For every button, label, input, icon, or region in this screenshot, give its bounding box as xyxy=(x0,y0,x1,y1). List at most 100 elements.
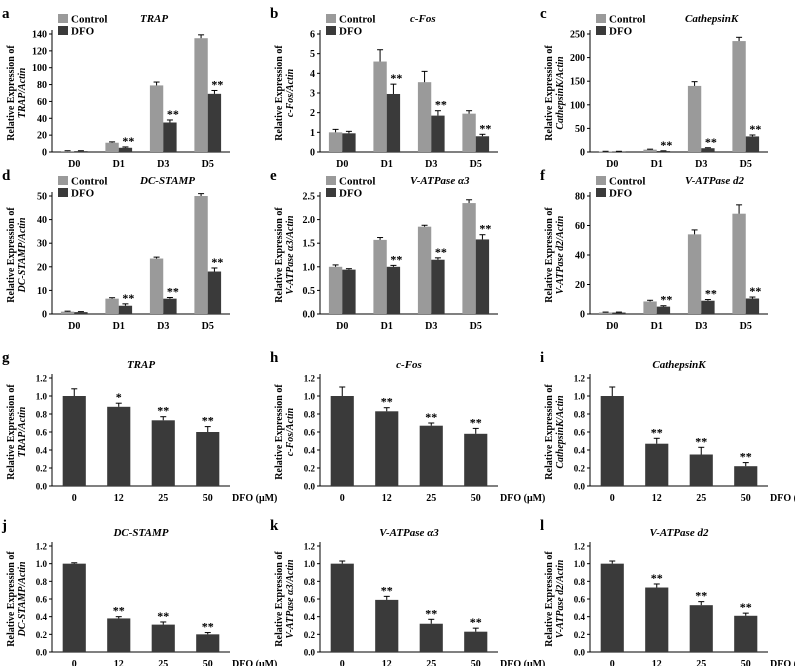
x-tick-label-d1: D1 xyxy=(381,321,393,332)
x-tick-label-d3: D3 xyxy=(157,321,169,332)
y-axis-label-line-2: DC-STAMP/Actin xyxy=(17,217,28,293)
x-tick-label-d1: D1 xyxy=(113,159,125,170)
bar-dfo-d1 xyxy=(656,151,671,152)
y-axis-label-line-1: Relative Expression of xyxy=(274,551,285,647)
legend-swatch-dfo xyxy=(326,188,336,197)
significance-marker: * xyxy=(116,390,122,404)
bar-dfo-0 xyxy=(600,396,624,486)
y-tick-label: 0.8 xyxy=(36,410,48,420)
bar-dfo-0 xyxy=(330,396,354,486)
x-tick-label-d5: D5 xyxy=(740,321,752,332)
bar-dfo-d5 xyxy=(475,239,490,314)
bar-dfo-25 xyxy=(151,624,175,652)
bar-dfo-d1 xyxy=(386,93,401,152)
panel-letter-j: j xyxy=(1,518,7,534)
significance-marker: ** xyxy=(749,122,761,136)
x-tick-label-d3: D3 xyxy=(695,159,707,170)
bar-dfo-d0 xyxy=(612,312,626,314)
bar-dfo-d5 xyxy=(207,271,222,314)
bar-dfo-d3 xyxy=(431,259,445,314)
bar-control-d3 xyxy=(417,226,432,314)
panel-letter-g: g xyxy=(2,350,10,366)
significance-marker: ** xyxy=(740,600,752,614)
x-tick-label-0: 0 xyxy=(610,659,615,666)
y-axis-label-line-1: Relative Expression of xyxy=(274,207,285,303)
y-tick-label: 0.6 xyxy=(304,428,316,438)
x-tick-label-0: 0 xyxy=(72,493,77,504)
bar-dfo-d3 xyxy=(163,122,177,152)
x-tick-label-d5: D5 xyxy=(202,159,214,170)
legend-label-control: Control xyxy=(339,176,375,188)
significance-marker: ** xyxy=(705,287,717,301)
y-tick-label: 10 xyxy=(37,286,47,297)
x-axis-label: DFO (μM) xyxy=(770,659,795,666)
bar-control-d5 xyxy=(732,213,746,314)
bar-dfo-d0 xyxy=(342,133,356,152)
y-axis-label-line-2: V-ATPase d2/Actin xyxy=(555,215,566,294)
legend-label-dfo: DFO xyxy=(339,188,363,200)
x-tick-label-25: 25 xyxy=(696,493,706,504)
bar-dfo-50 xyxy=(734,466,758,486)
bar-control-d3 xyxy=(417,82,432,152)
legend-label-control: Control xyxy=(339,14,375,26)
significance-marker: ** xyxy=(202,414,214,428)
y-tick-label: 0 xyxy=(580,310,585,321)
y-axis-label-line-2: V-ATPase α3/Actin xyxy=(285,215,296,295)
y-axis-label: Relative Expression ofTRAP/Actin xyxy=(6,45,28,141)
y-tick-label: 0.6 xyxy=(36,595,48,605)
y-tick-label: 20 xyxy=(37,131,47,142)
bar-control-d0 xyxy=(328,132,343,152)
y-tick-label: 0.8 xyxy=(36,577,48,587)
bar-dfo-d5 xyxy=(207,93,222,152)
significance-marker: ** xyxy=(695,434,707,448)
x-tick-label-0: 0 xyxy=(340,493,345,504)
y-axis-label-line-1: Relative Expression of xyxy=(6,45,17,141)
bar-dfo-0 xyxy=(600,563,624,652)
chart-title: CathepsinK xyxy=(652,359,706,371)
y-axis-label-line-1: Relative Expression of xyxy=(274,45,285,141)
legend-swatch-control xyxy=(58,14,68,23)
panel-letter-h: h xyxy=(270,350,279,366)
panel-letter-c: c xyxy=(540,6,547,22)
y-tick-label: 0.2 xyxy=(574,630,586,640)
y-tick-label: 1.2 xyxy=(574,542,586,552)
y-tick-label: 80 xyxy=(575,192,585,203)
y-tick-label: 200 xyxy=(570,53,585,64)
x-tick-label-d0: D0 xyxy=(336,321,348,332)
significance-marker: ** xyxy=(651,425,663,439)
bar-dfo-12 xyxy=(107,406,131,486)
bar-control-d1 xyxy=(105,142,119,152)
significance-marker: ** xyxy=(740,450,752,464)
legend-label-control: Control xyxy=(71,176,107,188)
significance-marker: ** xyxy=(660,293,672,307)
y-tick-label: 0 xyxy=(580,148,585,159)
significance-marker: ** xyxy=(470,415,482,429)
legend-swatch-control xyxy=(326,14,336,23)
y-tick-label: 6 xyxy=(310,30,315,41)
x-tick-label-25: 25 xyxy=(158,493,168,504)
significance-marker: ** xyxy=(660,138,672,152)
chart-title: V-ATPase α3 xyxy=(410,175,470,187)
bar-dfo-50 xyxy=(464,631,488,652)
x-tick-label-d3: D3 xyxy=(157,159,169,170)
legend-swatch-dfo xyxy=(58,188,68,197)
y-axis-label: Relative Expression ofCathepsinK/Actin xyxy=(544,45,566,141)
y-tick-label: 2.5 xyxy=(303,192,316,203)
y-axis-label: Relative Expression ofc-Fos/Actin xyxy=(274,384,296,480)
bar-control-d5 xyxy=(462,203,476,314)
bar-dfo-d1 xyxy=(386,266,401,314)
bar-dfo-50 xyxy=(196,634,220,652)
x-axis-label: DFO (μM) xyxy=(232,493,277,504)
y-tick-label: 0.0 xyxy=(574,482,586,492)
y-tick-label: 60 xyxy=(37,97,47,108)
y-tick-label: 1 xyxy=(310,128,315,139)
bar-dfo-d0 xyxy=(74,151,88,152)
bar-control-d5 xyxy=(194,38,208,152)
y-tick-label: 2 xyxy=(310,108,315,119)
y-tick-label: 1.2 xyxy=(36,374,48,384)
y-tick-label: 60 xyxy=(575,221,585,232)
legend-label-dfo: DFO xyxy=(339,26,363,38)
y-tick-label: 0.6 xyxy=(304,595,316,605)
x-tick-label-25: 25 xyxy=(426,493,436,504)
panel-k: k 0.0 0.2 0.4 0.6 0.8 1.0 1.2 Relative Expressio… xyxy=(270,518,545,666)
